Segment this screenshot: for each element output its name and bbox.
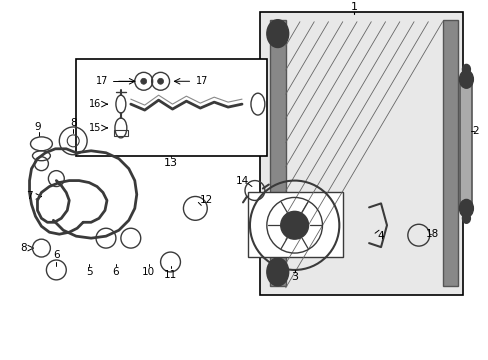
Text: 6: 6 xyxy=(53,250,60,260)
Ellipse shape xyxy=(462,64,469,74)
Text: 8: 8 xyxy=(20,243,27,253)
Bar xyxy=(247,193,343,257)
Ellipse shape xyxy=(462,213,469,223)
Text: 3: 3 xyxy=(290,272,298,282)
Text: 4: 4 xyxy=(377,231,384,241)
Bar xyxy=(114,130,127,136)
Ellipse shape xyxy=(459,199,472,217)
Circle shape xyxy=(157,78,163,84)
Bar xyxy=(76,59,266,156)
Circle shape xyxy=(280,211,308,239)
Ellipse shape xyxy=(266,258,288,286)
Text: 17: 17 xyxy=(196,76,208,86)
Text: 2: 2 xyxy=(471,126,478,136)
Text: 8: 8 xyxy=(70,118,77,128)
Ellipse shape xyxy=(266,20,288,48)
Text: 13: 13 xyxy=(163,158,177,168)
Text: 7: 7 xyxy=(26,192,33,202)
Text: 5: 5 xyxy=(85,267,92,277)
Text: 11: 11 xyxy=(163,270,177,280)
Text: 18: 18 xyxy=(425,229,438,239)
Text: 10: 10 xyxy=(142,267,155,277)
Bar xyxy=(269,20,285,286)
Text: 1: 1 xyxy=(350,2,357,12)
Text: 17: 17 xyxy=(96,76,108,86)
Bar xyxy=(442,20,458,286)
Text: 15: 15 xyxy=(89,123,101,133)
Text: 9: 9 xyxy=(34,122,41,132)
Text: 12: 12 xyxy=(199,195,212,206)
Circle shape xyxy=(141,78,146,84)
Ellipse shape xyxy=(459,70,472,88)
Text: 16: 16 xyxy=(89,99,101,109)
Text: 6: 6 xyxy=(112,267,119,277)
Bar xyxy=(259,12,463,295)
Bar xyxy=(460,79,471,208)
Text: 14: 14 xyxy=(235,176,248,185)
